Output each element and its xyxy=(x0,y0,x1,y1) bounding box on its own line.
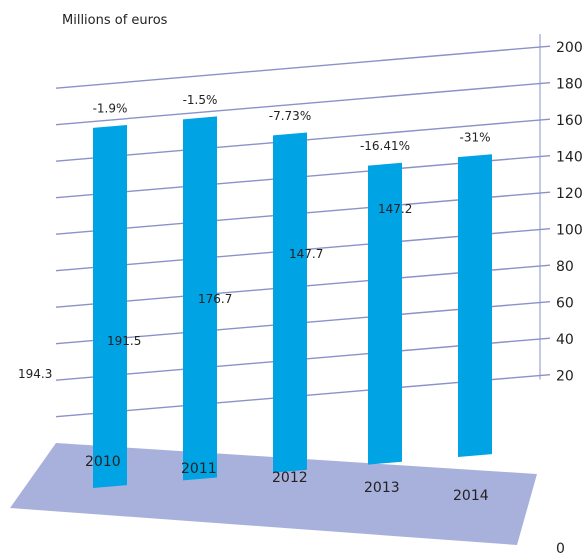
labels: -1.9% 194.3 2010 -1.5% 191.5 2011 -7.73% 176.7 2… xyxy=(18,93,491,504)
y-tick-label: 100 xyxy=(556,223,583,239)
bar xyxy=(458,154,492,457)
category-label: 2013 xyxy=(364,480,400,496)
value-label: 176.7 xyxy=(198,292,232,306)
y-tick-label: 80 xyxy=(556,259,574,275)
y-tick-label: 180 xyxy=(556,77,583,93)
y-tick-label: 20 xyxy=(556,369,574,385)
value-label: 194.3 xyxy=(18,367,52,381)
unit-label: Millions of euros xyxy=(62,13,168,28)
bar xyxy=(273,132,307,473)
value-label: 147.7 xyxy=(289,247,323,261)
y-axis-ticks: 0 20 40 60 80 100 120 140 160 180 200 xyxy=(556,40,583,557)
y-tick-label: 160 xyxy=(556,113,583,129)
y-tick-label: 120 xyxy=(556,186,583,202)
gridline xyxy=(55,45,551,89)
bars xyxy=(93,116,492,488)
value-label: 147.2 xyxy=(378,202,412,216)
change-label: -7.73% xyxy=(269,109,311,123)
gridline xyxy=(55,81,551,126)
category-label: 2012 xyxy=(272,470,308,486)
chart-floor xyxy=(10,443,537,545)
category-label: 2014 xyxy=(453,488,489,504)
y-tick-label: 40 xyxy=(556,332,574,348)
change-label: -1.9% xyxy=(93,101,128,115)
y-tick-label: 140 xyxy=(556,150,583,166)
bar xyxy=(368,162,402,465)
change-label: -1.5% xyxy=(183,93,218,107)
change-label: -16.41% xyxy=(360,139,410,153)
y-tick-label: 200 xyxy=(556,40,583,56)
category-label: 2010 xyxy=(85,454,121,470)
bar xyxy=(93,124,127,488)
bar xyxy=(183,116,217,481)
change-label: -31% xyxy=(459,131,490,145)
category-label: 2011 xyxy=(181,461,217,477)
value-label: 191.5 xyxy=(107,334,141,348)
y-tick-label: 60 xyxy=(556,296,574,312)
y-tick-label: 0 xyxy=(556,541,565,557)
